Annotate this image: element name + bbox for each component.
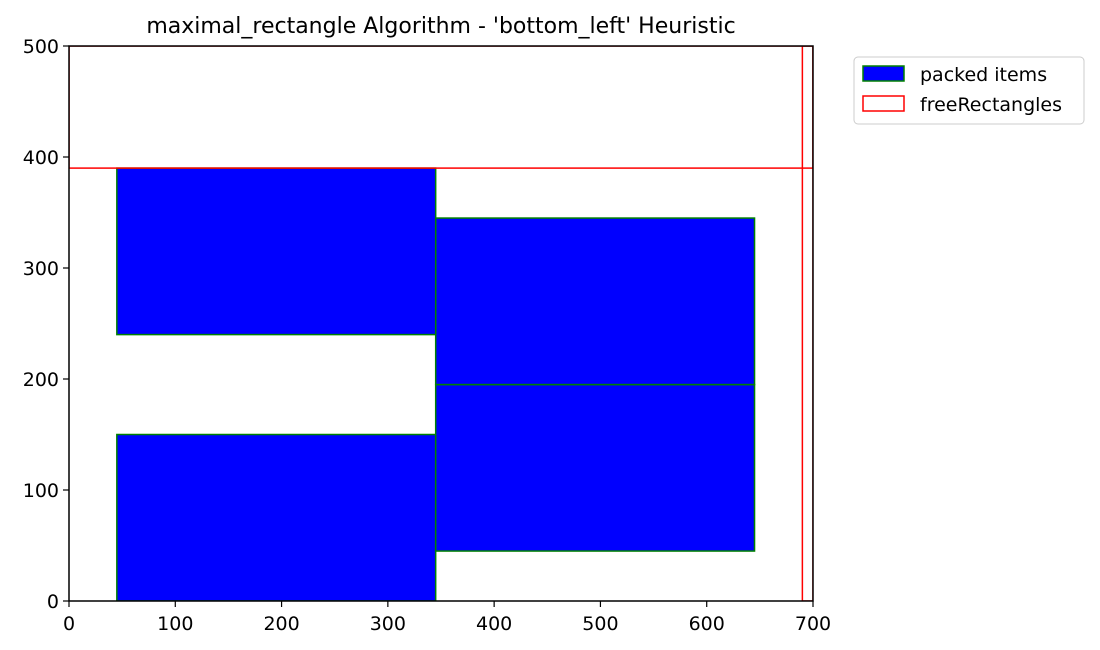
y-tick-label: 100 (23, 480, 59, 502)
x-tick-label: 0 (63, 613, 75, 635)
legend-swatch-free-rectangles (862, 95, 905, 112)
x-tick-label: 400 (476, 613, 512, 635)
legend-box (853, 56, 1085, 125)
x-tick-label: 300 (370, 613, 406, 635)
x-tick-label: 100 (157, 613, 193, 635)
x-tick-label: 500 (582, 613, 618, 635)
y-tick-label: 300 (23, 258, 59, 280)
y-tick-label: 500 (23, 36, 59, 58)
packed-item-3 (434, 217, 756, 386)
legend-label-packed-items: packed items (920, 64, 1047, 86)
free-rectangle-2 (801, 46, 813, 601)
packed-item-1 (116, 433, 437, 601)
legend-swatch-packed-items (862, 65, 905, 82)
packed-items-layer (116, 167, 756, 601)
legend: packed items freeRectangles (853, 56, 1085, 125)
y-axis: 0 100 200 300 400 500 (23, 36, 69, 613)
x-axis: 0 100 200 300 400 500 600 700 (63, 601, 831, 635)
packed-item-2 (434, 383, 756, 552)
x-tick-label: 700 (795, 613, 831, 635)
y-tick-label: 200 (23, 369, 59, 391)
x-tick-label: 600 (689, 613, 725, 635)
packed-item-4 (116, 167, 437, 336)
free-rectangle-1 (69, 46, 813, 169)
x-tick-label: 200 (263, 613, 299, 635)
legend-label-free-rectangles: freeRectangles (920, 94, 1062, 116)
plot-frame (68, 45, 814, 602)
y-tick-label: 0 (47, 591, 59, 613)
y-tick-label: 400 (23, 147, 59, 169)
chart-title: maximal_rectangle Algorithm - 'bottom_le… (146, 14, 735, 39)
